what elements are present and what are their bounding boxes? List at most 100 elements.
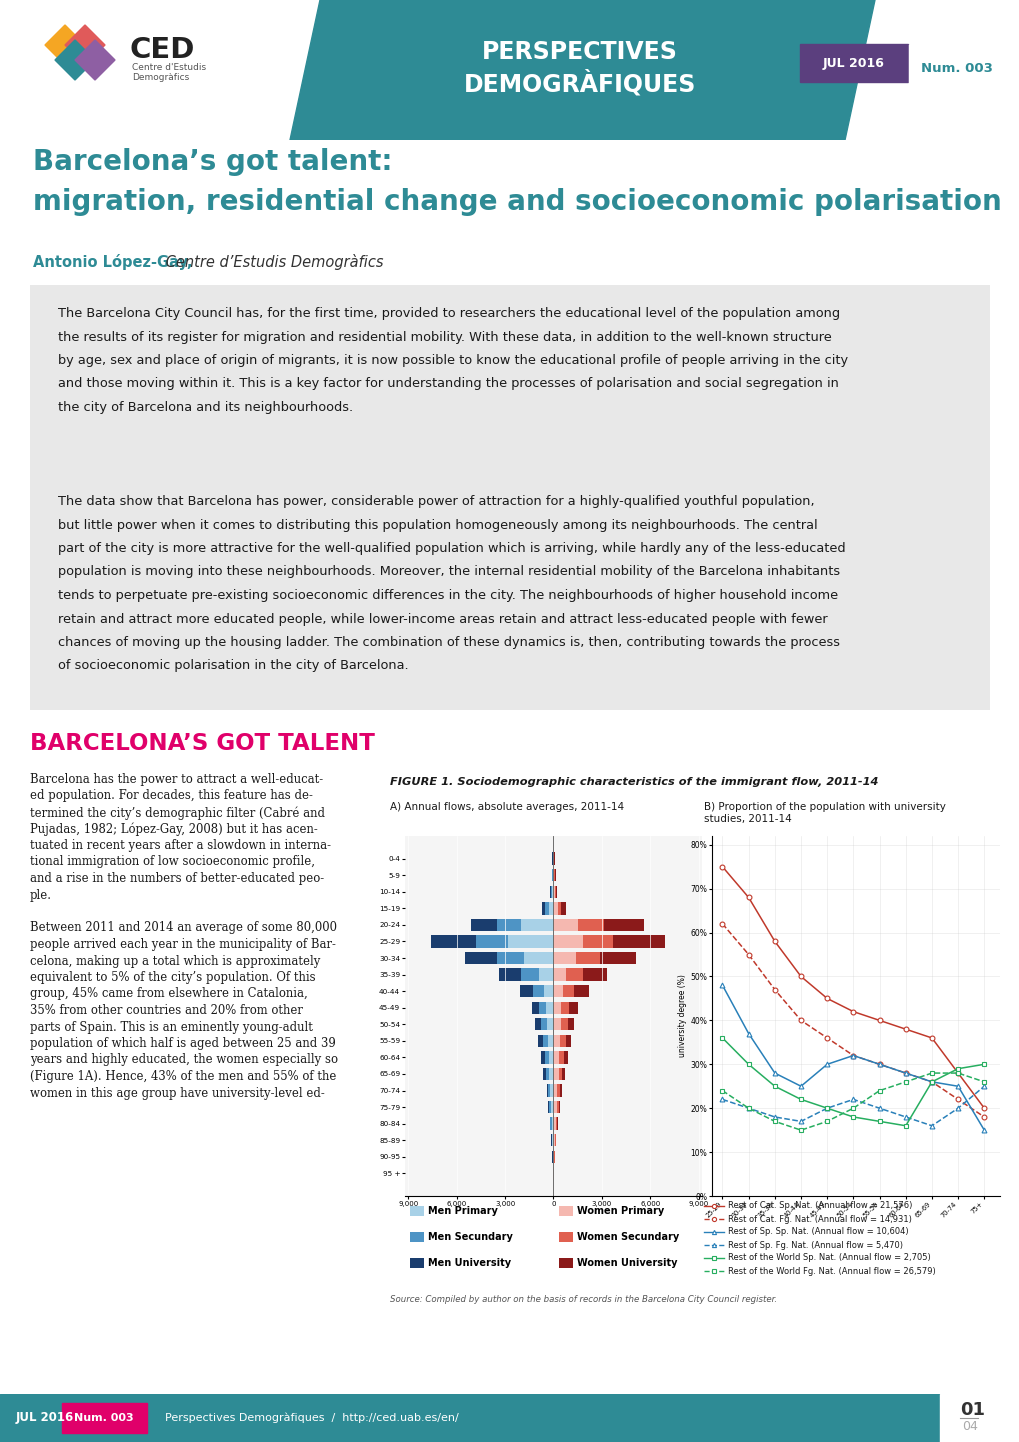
Y-axis label: university degree (%): university degree (%) <box>678 975 687 1057</box>
Bar <box>564 1051 568 1064</box>
Bar <box>553 919 577 932</box>
Bar <box>543 985 553 998</box>
Bar <box>549 1100 550 1113</box>
Bar <box>560 1018 567 1031</box>
Rest of the World Fg. Nat. (Annual flow = 26,579) <box>899 1073 911 1090</box>
Bar <box>553 1018 560 1031</box>
Text: parts of Spain. This is an eminently young-adult: parts of Spain. This is an eminently you… <box>30 1021 313 1034</box>
Bar <box>553 1084 556 1097</box>
Rest of the World Sp. Nat. (Annual flow = 2,705) <box>742 1056 754 1073</box>
Bar <box>540 1018 546 1031</box>
Bar <box>546 1084 547 1097</box>
Bar <box>547 1084 549 1097</box>
Text: women in this age group have university-level ed-: women in this age group have university-… <box>30 1086 324 1099</box>
Line: Rest of Cat. Sp. Nat. (Annual flow = 21,576): Rest of Cat. Sp. Nat. (Annual flow = 21,… <box>719 864 985 1110</box>
Bar <box>566 969 582 981</box>
Rest of the World Fg. Nat. (Annual flow = 26,579) <box>742 1100 754 1118</box>
Bar <box>558 1231 573 1242</box>
Rest of the World Fg. Nat. (Annual flow = 26,579) <box>715 1082 728 1099</box>
Text: A) Annual flows, absolute averages, 2011-14: A) Annual flows, absolute averages, 2011… <box>389 802 624 812</box>
Text: Source: Compiled by author on the basis of records in the Barcelona City Council: Source: Compiled by author on the basis … <box>389 1295 776 1305</box>
Bar <box>560 903 566 914</box>
Rest of the World Fg. Nat. (Annual flow = 26,579) <box>977 1073 989 1090</box>
Bar <box>555 885 556 898</box>
Text: equivalent to 5% of the city’s population. Of this: equivalent to 5% of the city’s populatio… <box>30 970 315 983</box>
Bar <box>553 1051 559 1064</box>
Bar <box>546 1002 553 1014</box>
Rest of the World Fg. Nat. (Annual flow = 26,579) <box>872 1082 884 1099</box>
Bar <box>600 952 635 965</box>
Rest of Sp. Sp. Nat. (Annual flow = 10,604) <box>742 1025 754 1043</box>
Rest of Cat. Sp. Nat. (Annual flow = 21,576) <box>925 1030 937 1047</box>
Text: tional immigration of low socioeconomic profile,: tional immigration of low socioeconomic … <box>30 855 315 868</box>
Bar <box>553 969 566 981</box>
Bar <box>560 1002 569 1014</box>
Bar <box>550 885 551 898</box>
Rest of Cat. Sp. Nat. (Annual flow = 21,576) <box>768 933 781 950</box>
Rest of Cat. Sp. Nat. (Annual flow = 21,576) <box>820 989 833 1007</box>
Rest of Sp. Fg. Nat. (Annual flow = 5,470) <box>715 1090 728 1107</box>
Rest of Cat. Sp. Nat. (Annual flow = 21,576) <box>794 968 806 985</box>
Text: Women Secundary: Women Secundary <box>577 1231 679 1242</box>
Bar <box>545 903 548 914</box>
Text: Rest of Cat. Fg. Nat. (Annual flow = 14,931): Rest of Cat. Fg. Nat. (Annual flow = 14,… <box>728 1214 911 1223</box>
Bar <box>558 1257 573 1268</box>
Bar <box>545 1067 549 1080</box>
Bar <box>549 1067 553 1080</box>
Bar <box>559 1051 564 1064</box>
Bar <box>567 1018 574 1031</box>
Text: and a rise in the numbers of better-educated peo-: and a rise in the numbers of better-educ… <box>30 872 324 885</box>
Polygon shape <box>75 40 115 79</box>
Bar <box>574 985 588 998</box>
Rest of Cat. Sp. Nat. (Annual flow = 21,576) <box>951 1064 963 1082</box>
Rest of Sp. Sp. Nat. (Annual flow = 10,604) <box>820 1056 833 1073</box>
Bar <box>566 1035 571 1047</box>
Rest of Cat. Sp. Nat. (Annual flow = 21,576) <box>742 888 754 906</box>
Bar <box>551 1133 553 1146</box>
Rest of Sp. Sp. Nat. (Annual flow = 10,604) <box>768 1064 781 1082</box>
Bar <box>553 985 562 998</box>
Text: Demogràfics: Demogràfics <box>131 74 190 82</box>
Bar <box>612 936 664 947</box>
Bar <box>465 952 496 965</box>
Rest of Sp. Fg. Nat. (Annual flow = 5,470) <box>925 1118 937 1135</box>
Bar <box>498 969 521 981</box>
Polygon shape <box>55 40 95 79</box>
Bar <box>553 1100 556 1113</box>
Rest of the World Fg. Nat. (Annual flow = 26,579) <box>768 1113 781 1131</box>
Bar <box>524 952 553 965</box>
Bar <box>538 1035 542 1047</box>
Bar <box>543 1067 545 1080</box>
Bar <box>603 919 643 932</box>
Rest of the World Fg. Nat. (Annual flow = 26,579) <box>794 1122 806 1139</box>
Bar <box>558 1206 573 1216</box>
Bar <box>562 985 574 998</box>
Bar <box>799 45 907 82</box>
Bar <box>548 1051 553 1064</box>
Rest of Cat. Fg. Nat. (Annual flow = 14,931) <box>742 946 754 963</box>
Rest of Cat. Sp. Nat. (Annual flow = 21,576) <box>715 858 728 875</box>
Bar <box>540 1051 544 1064</box>
Polygon shape <box>65 25 105 65</box>
Polygon shape <box>45 25 85 65</box>
Bar <box>62 1403 147 1433</box>
Bar <box>553 936 582 947</box>
Bar <box>551 885 553 898</box>
Bar <box>577 919 603 932</box>
Bar <box>538 1002 546 1014</box>
Bar <box>521 919 553 932</box>
Rest of Sp. Sp. Nat. (Annual flow = 10,604) <box>899 1064 911 1082</box>
Text: Antonio López-Gay,: Antonio López-Gay, <box>33 254 193 270</box>
Rest of Sp. Fg. Nat. (Annual flow = 5,470) <box>820 1100 833 1118</box>
Rest of the World Sp. Nat. (Annual flow = 2,705) <box>794 1090 806 1107</box>
Rest of Cat. Fg. Nat. (Annual flow = 14,931) <box>847 1047 859 1064</box>
Text: The Barcelona City Council has, for the first time, provided to researchers the : The Barcelona City Council has, for the … <box>58 307 847 414</box>
Text: Pujadas, 1982; López-Gay, 2008) but it has acen-: Pujadas, 1982; López-Gay, 2008) but it h… <box>30 822 318 836</box>
Text: Centre d'Estudis: Centre d'Estudis <box>131 63 206 72</box>
Text: migration, residential change and socioeconomic polarisation: migration, residential change and socioe… <box>33 187 1001 216</box>
Rest of the World Fg. Nat. (Annual flow = 26,579) <box>925 1064 937 1082</box>
Text: Rest of Sp. Fg. Nat. (Annual flow = 5,470): Rest of Sp. Fg. Nat. (Annual flow = 5,47… <box>728 1240 902 1250</box>
Rest of Cat. Fg. Nat. (Annual flow = 14,931) <box>794 1012 806 1030</box>
Text: years and highly educated, the women especially so: years and highly educated, the women esp… <box>30 1054 337 1067</box>
Bar <box>940 1394 1019 1442</box>
